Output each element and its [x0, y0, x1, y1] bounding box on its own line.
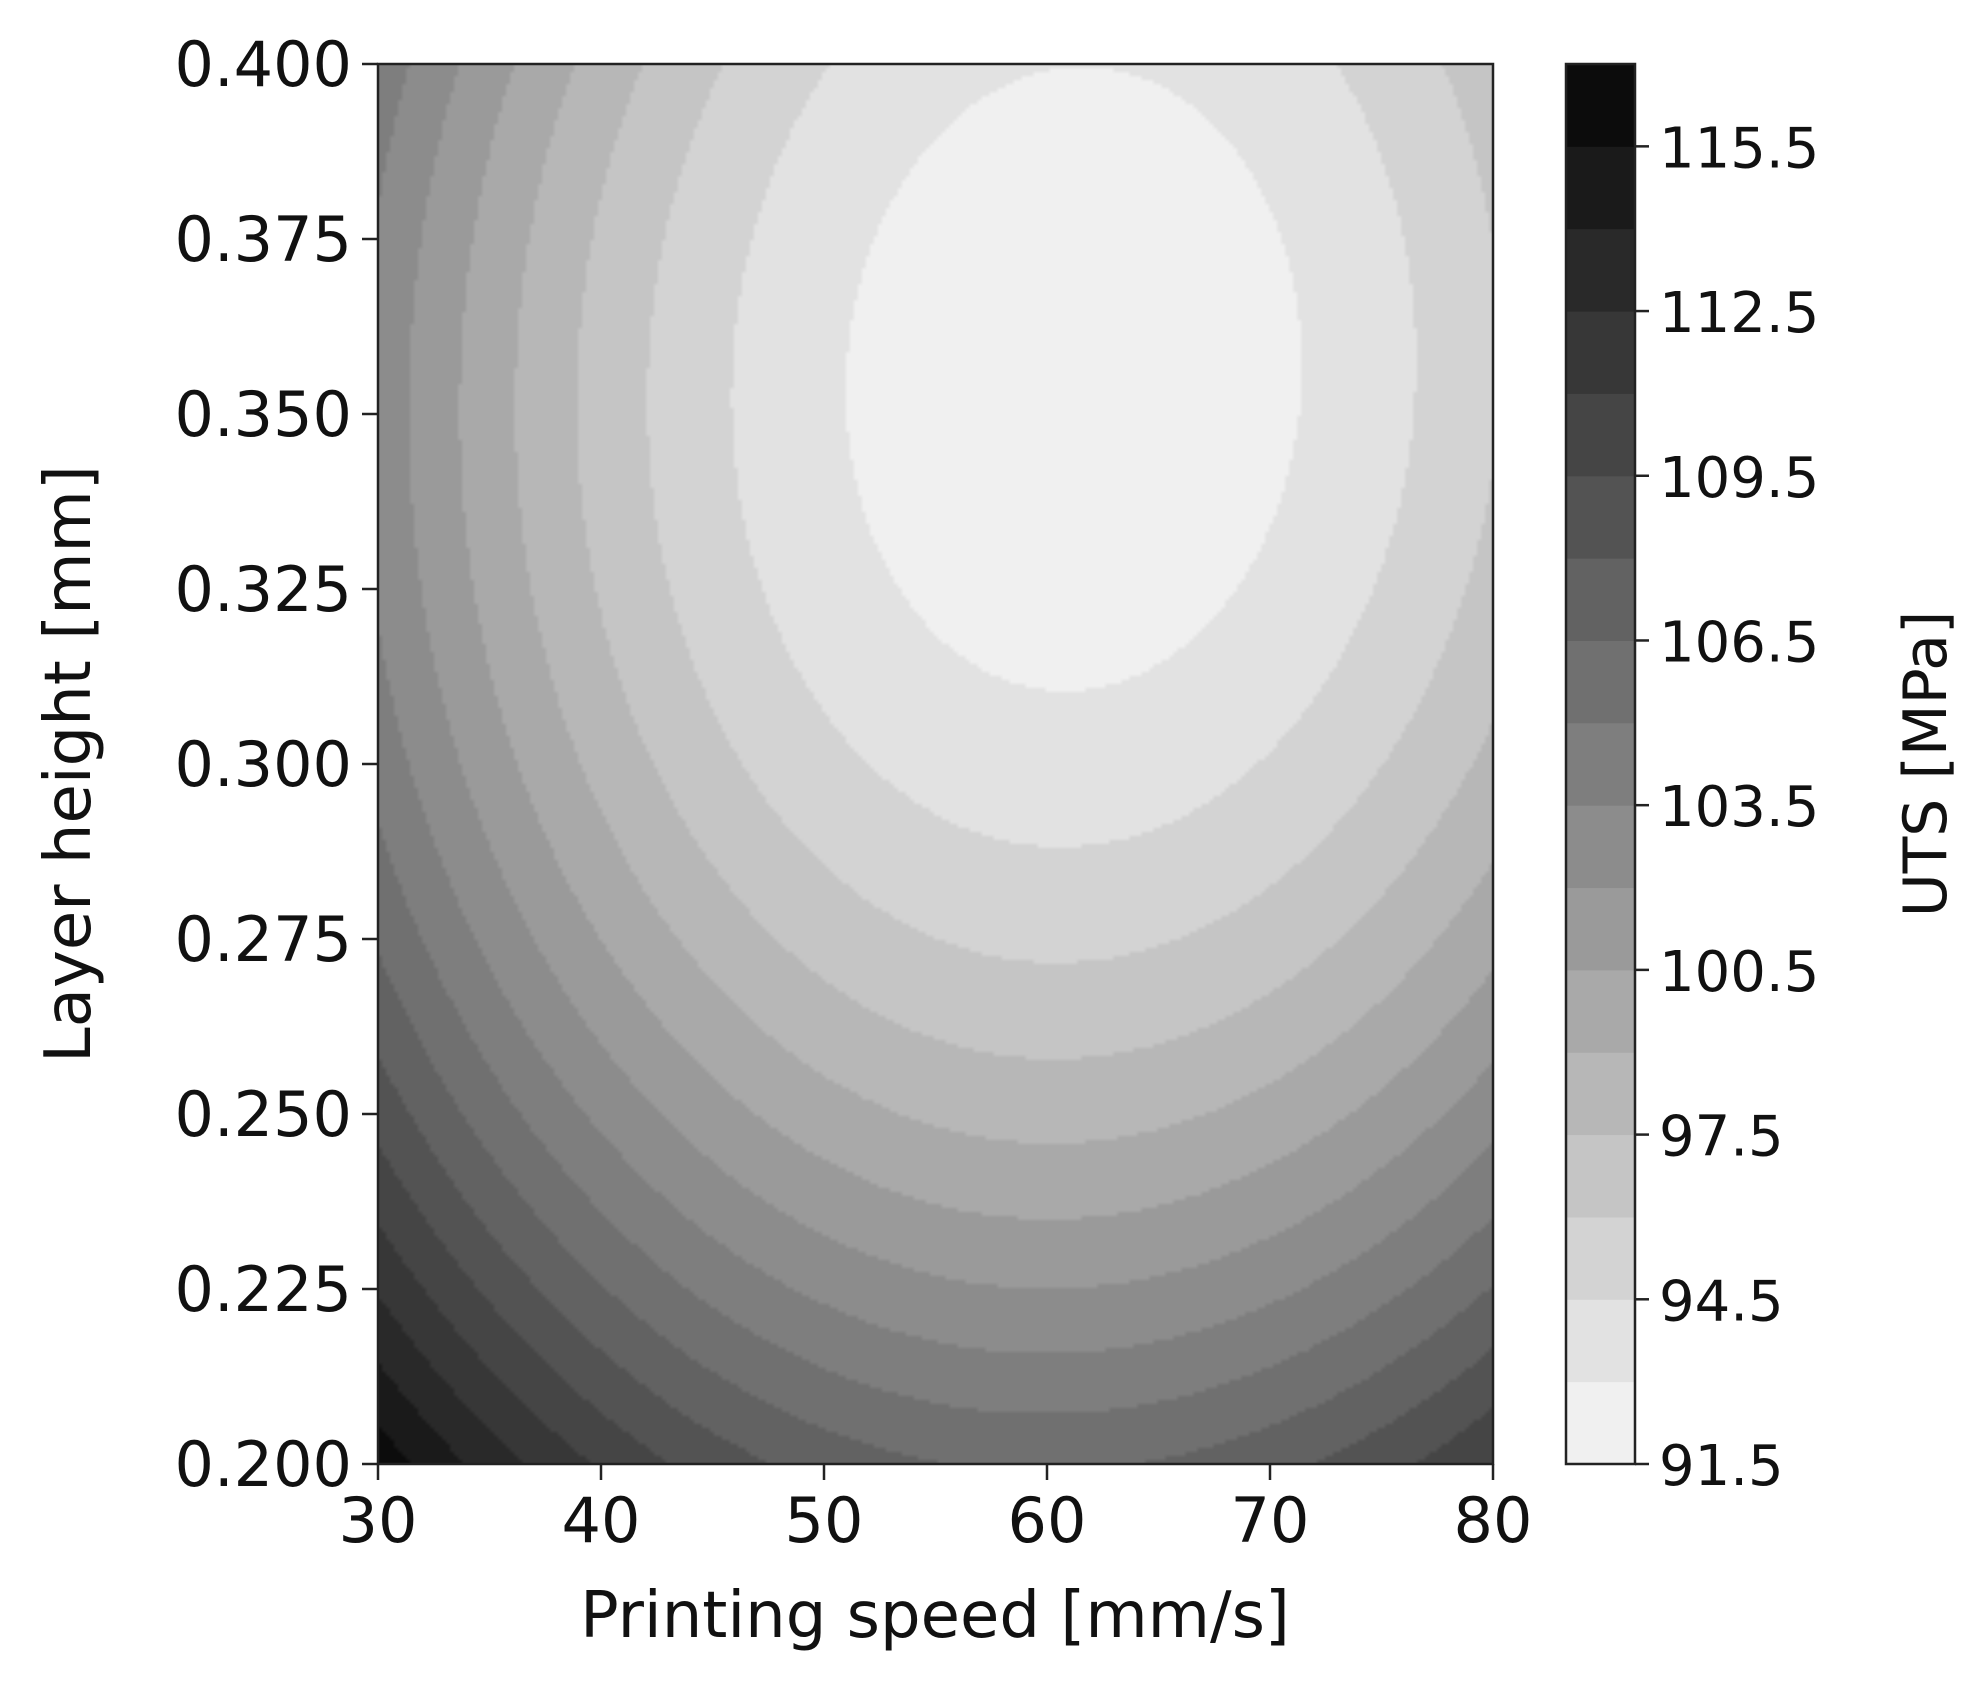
y-tick-label: 0.225 — [175, 1253, 353, 1326]
y-tick-label: 0.275 — [175, 903, 353, 976]
colorbar-level — [1566, 311, 1635, 394]
colorbar-level — [1566, 228, 1635, 312]
colorbar-level — [1566, 1052, 1635, 1136]
colorbar-tick-label: 112.5 — [1659, 281, 1819, 346]
colorbar-level — [1566, 1299, 1635, 1383]
colorbar-level — [1566, 558, 1635, 641]
contour-raster — [378, 64, 1493, 1464]
colorbar-tick-label: 106.5 — [1659, 610, 1819, 675]
x-axis-label: Printing speed [mm/s] — [580, 1579, 1290, 1653]
colorbar-tick-label: 91.5 — [1659, 1434, 1784, 1499]
contour-fill — [378, 64, 1493, 1464]
x-tick-label: 40 — [562, 1484, 641, 1557]
colorbar-level — [1566, 1134, 1635, 1218]
y-tick-label: 0.200 — [175, 1428, 353, 1501]
colorbar-level — [1566, 1381, 1635, 1465]
y-tick-label: 0.250 — [175, 1078, 353, 1151]
colorbar-level — [1566, 969, 1635, 1053]
colorbar-tick-label: 94.5 — [1659, 1269, 1784, 1334]
colorbar-level — [1566, 722, 1635, 806]
colorbar-level — [1566, 475, 1635, 559]
y-tick-label: 0.350 — [175, 378, 353, 451]
colorbar-tick-label: 97.5 — [1659, 1105, 1784, 1170]
colorbar-level — [1566, 640, 1635, 724]
colorbar-level — [1566, 887, 1635, 971]
x-tick-label: 30 — [339, 1484, 418, 1557]
colorbar-label: UTS [MPa] — [1891, 611, 1961, 918]
colorbar-tick-label: 100.5 — [1659, 940, 1819, 1005]
x-tick-label: 80 — [1454, 1484, 1533, 1557]
x-tick-label: 50 — [785, 1484, 864, 1557]
x-tick-label: 60 — [1008, 1484, 1087, 1557]
y-axis: 0.200 0.225 0.250 0.275 0.300 0.325 0.350 0.375… — [175, 28, 378, 1501]
colorbar-frame — [1564, 62, 1637, 1466]
y-axis-label: Layer height [mm] — [32, 465, 106, 1063]
colorbar-level — [1566, 393, 1635, 477]
y-tick-label: 0.400 — [175, 28, 353, 101]
x-tick-label: 70 — [1231, 1484, 1310, 1557]
colorbar-level — [1566, 805, 1635, 889]
y-tick-label: 0.325 — [175, 553, 353, 626]
colorbar-level — [1566, 1216, 1635, 1300]
colorbar-ticks: 91.5 94.5 97.5 100.5 103.5 106.5 109.5 112.5 115… — [1635, 116, 1819, 1499]
y-tick-label: 0.300 — [175, 728, 353, 801]
colorbar-level — [1566, 146, 1635, 230]
x-axis: 30 40 50 60 70 80 — [339, 1464, 1533, 1557]
y-tick-label: 0.375 — [175, 203, 353, 276]
colorbar-tick-label: 103.5 — [1659, 775, 1819, 840]
colorbar-tick-label: 115.5 — [1659, 116, 1819, 181]
colorbar — [1566, 64, 1635, 1465]
colorbar-tick-label: 109.5 — [1659, 446, 1819, 511]
colorbar-level — [1566, 64, 1635, 147]
